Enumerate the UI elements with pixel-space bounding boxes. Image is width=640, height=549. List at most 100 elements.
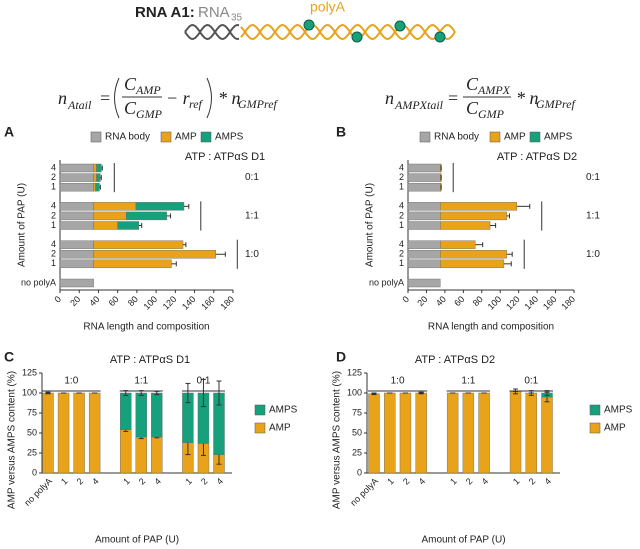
eq-sub: AMPX [477,83,511,97]
chart-annotation: ATP : ATPαS D1 [110,354,190,366]
y-tick-label: 4 [51,239,56,249]
x-tick-label: 1 [59,476,70,487]
bar-segment [93,173,97,182]
bar-segment [59,182,94,192]
bar-segment [59,240,94,249]
modification [394,20,406,32]
x-axis-label: RNA length and composition [83,322,209,333]
bar-segment [541,396,553,474]
eq-sub: AMPXtail [394,98,444,112]
bar-segment [407,250,441,259]
x-tick-label: 160 [541,294,559,312]
bar-segment [93,202,137,211]
y-tick-label: 2 [399,172,404,182]
y-tick-label: 50 [27,427,37,437]
legend-label: AMPS [215,132,244,143]
bar-segment [95,182,100,192]
group-label: 1:0 [586,249,600,260]
x-tick-label: 40 [87,294,101,308]
y-tick-label: 4 [399,239,404,249]
header-rna-sub: 35 [231,13,243,24]
y-axis-label: AMP versus AMPS content (%) [7,371,18,509]
group-label: 0:1 [197,376,211,387]
group-label: 1:0 [64,376,78,387]
y-tick-label: 1 [51,258,56,268]
x-tick-label: 4 [152,476,163,487]
x-tick-label: 4 [417,476,428,487]
x-tick-label: 4 [214,476,225,487]
y-axis-label: AMP versus AMPS content (%) [332,371,343,509]
legend-swatch [589,422,601,434]
eq-text: n [58,88,67,108]
bar-segment [93,211,127,221]
x-tick-label: 1 [183,476,194,487]
x-axis-label: Amount of PAP (U) [95,535,179,546]
bar-segment [59,173,94,182]
legend-swatch [589,404,601,416]
modification [434,31,446,43]
y-tick-label: 25 [27,447,37,457]
rna-diagram [184,19,456,43]
bar-segment [440,202,518,211]
bar-segment [415,392,427,474]
bar-segment [96,173,101,182]
bar-segment [407,202,441,211]
bar-segment [59,278,94,288]
y-tick-label: 1 [51,182,56,192]
eq-sub: AMP [135,83,161,97]
legend-label: AMP [269,423,291,434]
header-rna: RNA [198,4,230,21]
x-tick-label: 4 [542,476,553,487]
x-tick-label: 1 [121,476,132,487]
panel-letter: D [336,349,346,365]
y-tick-label: 0 [32,467,37,477]
eq-text: C [124,74,137,94]
x-tick-label: 2 [527,476,538,487]
y-tick-label: 1 [399,182,404,192]
y-tick-label: 2 [399,249,404,259]
chart-annotation: ATP : ATPαS D2 [497,151,577,163]
bar-segment [59,163,94,173]
bar-segment [59,202,94,211]
y-tick-label: 50 [352,427,362,437]
x-tick-label: 4 [90,476,101,487]
x-tick-label: 1 [385,476,396,487]
y-tick-label: 4 [399,162,404,172]
bar-segment [407,182,441,192]
x-tick-label: 120 [161,294,179,312]
bar-segment [135,392,147,438]
group-label: 1:1 [586,211,600,222]
bar-segment [399,392,412,474]
y-tick-label: 100 [347,387,362,397]
bar-segment [407,173,441,182]
x-tick-label: 160 [199,294,217,312]
x-tick-label: 100 [142,294,160,312]
y-axis-label: Amount of PAP (U) [365,183,376,267]
bar-segment [93,259,172,269]
group-label: 1:1 [245,211,259,222]
bar-segment [93,221,118,230]
x-tick-label: 20 [68,294,82,308]
x-tick-label: 100 [486,294,504,312]
panel-letter: B [336,124,346,140]
group-label: 1:1 [461,376,475,387]
legend-swatch [529,131,541,143]
bar-segment [135,202,185,211]
modification [303,19,315,31]
bar-segment [96,163,102,173]
y-tick-label: 4 [399,201,404,211]
bar-segment [407,259,441,269]
legend-swatch [160,131,172,143]
bar-segment [462,392,475,474]
x-tick-label: 120 [504,294,522,312]
legend-swatch [90,131,102,143]
bar-segment [407,240,441,249]
panel-letter: C [4,349,14,365]
chart-annotation: ATP : ATPαS D1 [185,151,265,163]
eq-sub: GMPref [238,97,279,111]
bar-segment [59,250,94,259]
group-label: 1:0 [245,249,259,260]
bar-segment [42,392,54,474]
eq-sub: Atail [67,98,92,112]
bar-segment [440,211,507,221]
